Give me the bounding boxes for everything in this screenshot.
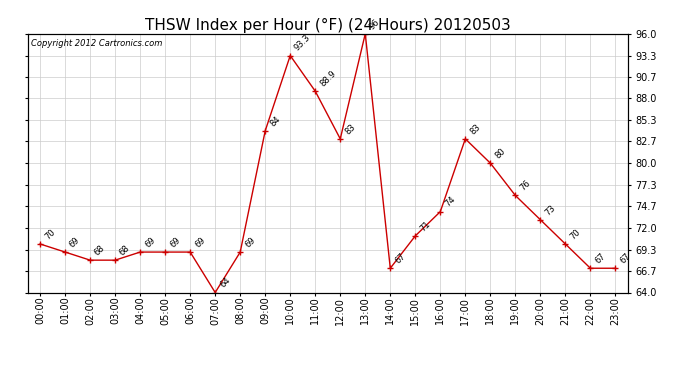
Text: 68: 68 bbox=[118, 243, 132, 257]
Text: 69: 69 bbox=[68, 236, 82, 249]
Text: Copyright 2012 Cartronics.com: Copyright 2012 Cartronics.com bbox=[30, 39, 162, 48]
Text: 96: 96 bbox=[368, 17, 382, 31]
Text: 93.3: 93.3 bbox=[293, 33, 313, 53]
Text: 88.9: 88.9 bbox=[318, 69, 337, 88]
Title: THSW Index per Hour (°F) (24 Hours) 20120503: THSW Index per Hour (°F) (24 Hours) 2012… bbox=[145, 18, 511, 33]
Text: 70: 70 bbox=[43, 227, 57, 241]
Text: 74: 74 bbox=[443, 195, 457, 209]
Text: 76: 76 bbox=[518, 179, 532, 193]
Text: 84: 84 bbox=[268, 114, 282, 128]
Text: 68: 68 bbox=[93, 243, 107, 257]
Text: 67: 67 bbox=[593, 252, 607, 266]
Text: 69: 69 bbox=[243, 236, 257, 249]
Text: 64: 64 bbox=[218, 276, 232, 290]
Text: 83: 83 bbox=[343, 122, 357, 136]
Text: 73: 73 bbox=[543, 203, 557, 217]
Text: 69: 69 bbox=[193, 236, 207, 249]
Text: 69: 69 bbox=[143, 236, 157, 249]
Text: 70: 70 bbox=[568, 227, 582, 241]
Text: 80: 80 bbox=[493, 147, 507, 160]
Text: 67: 67 bbox=[393, 252, 407, 266]
Text: 71: 71 bbox=[418, 219, 432, 233]
Text: 67: 67 bbox=[618, 252, 632, 266]
Text: 83: 83 bbox=[468, 122, 482, 136]
Text: 69: 69 bbox=[168, 236, 182, 249]
